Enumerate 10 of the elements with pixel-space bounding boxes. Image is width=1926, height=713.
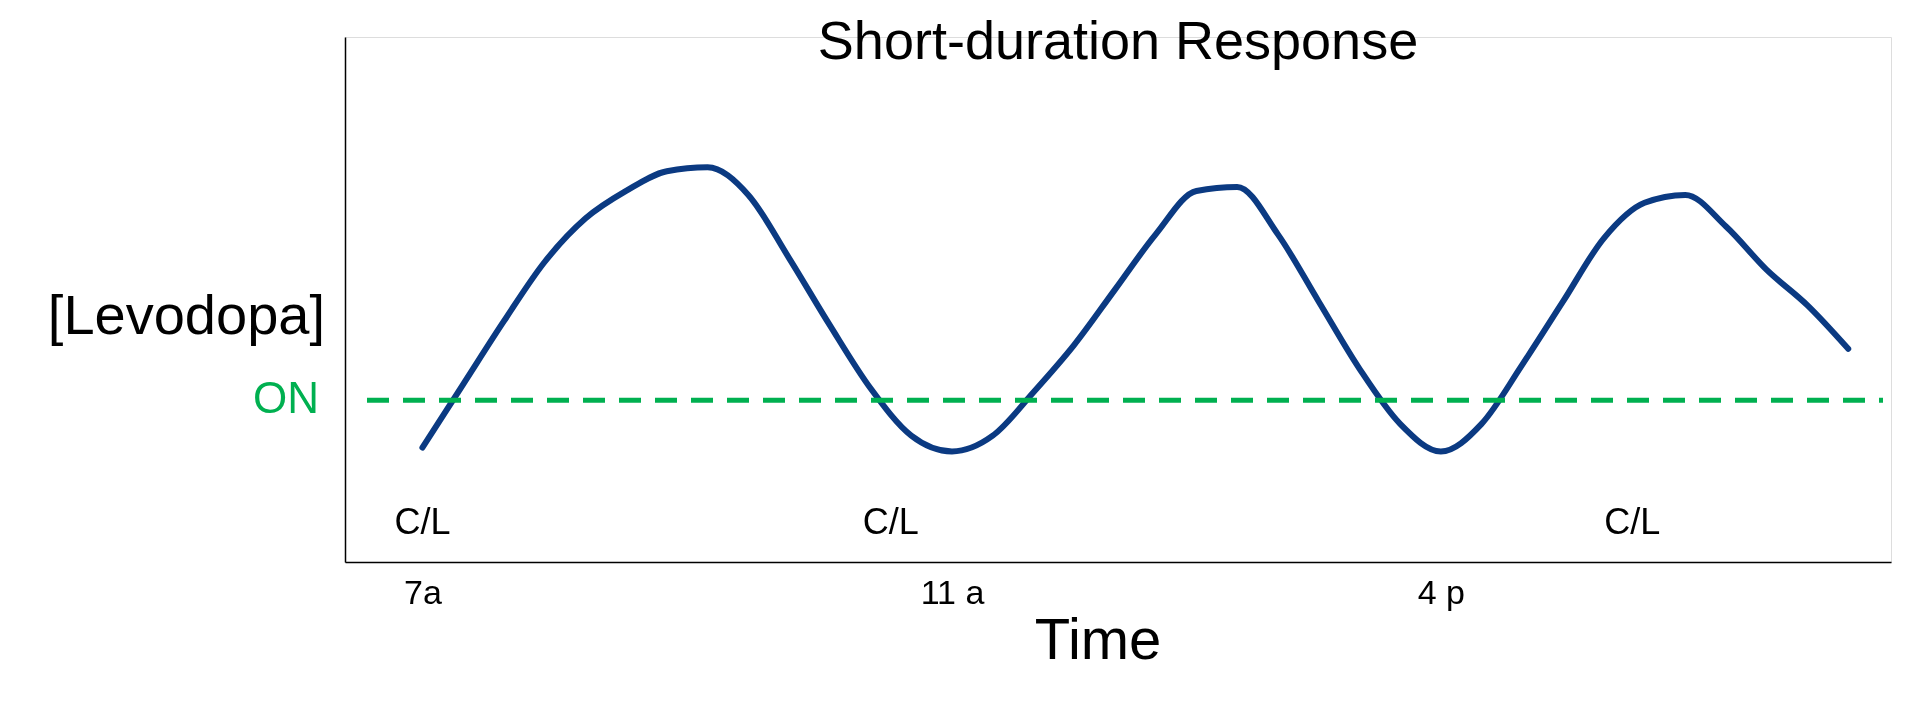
annotation: C/L [1604,500,1661,542]
x-tick-label: 7a [403,572,442,611]
y-axis-title: [Levodopa] [47,283,325,346]
annotation: C/L [862,500,919,542]
x-tick-label: 4 p [1417,572,1465,611]
ref-line-label: ON [253,373,319,423]
x-tick-label: 11 a [920,572,985,611]
annotation: C/L [394,500,451,542]
x-axis-title: Time [1034,606,1162,671]
chart-title: Short-duration Response [817,10,1419,70]
